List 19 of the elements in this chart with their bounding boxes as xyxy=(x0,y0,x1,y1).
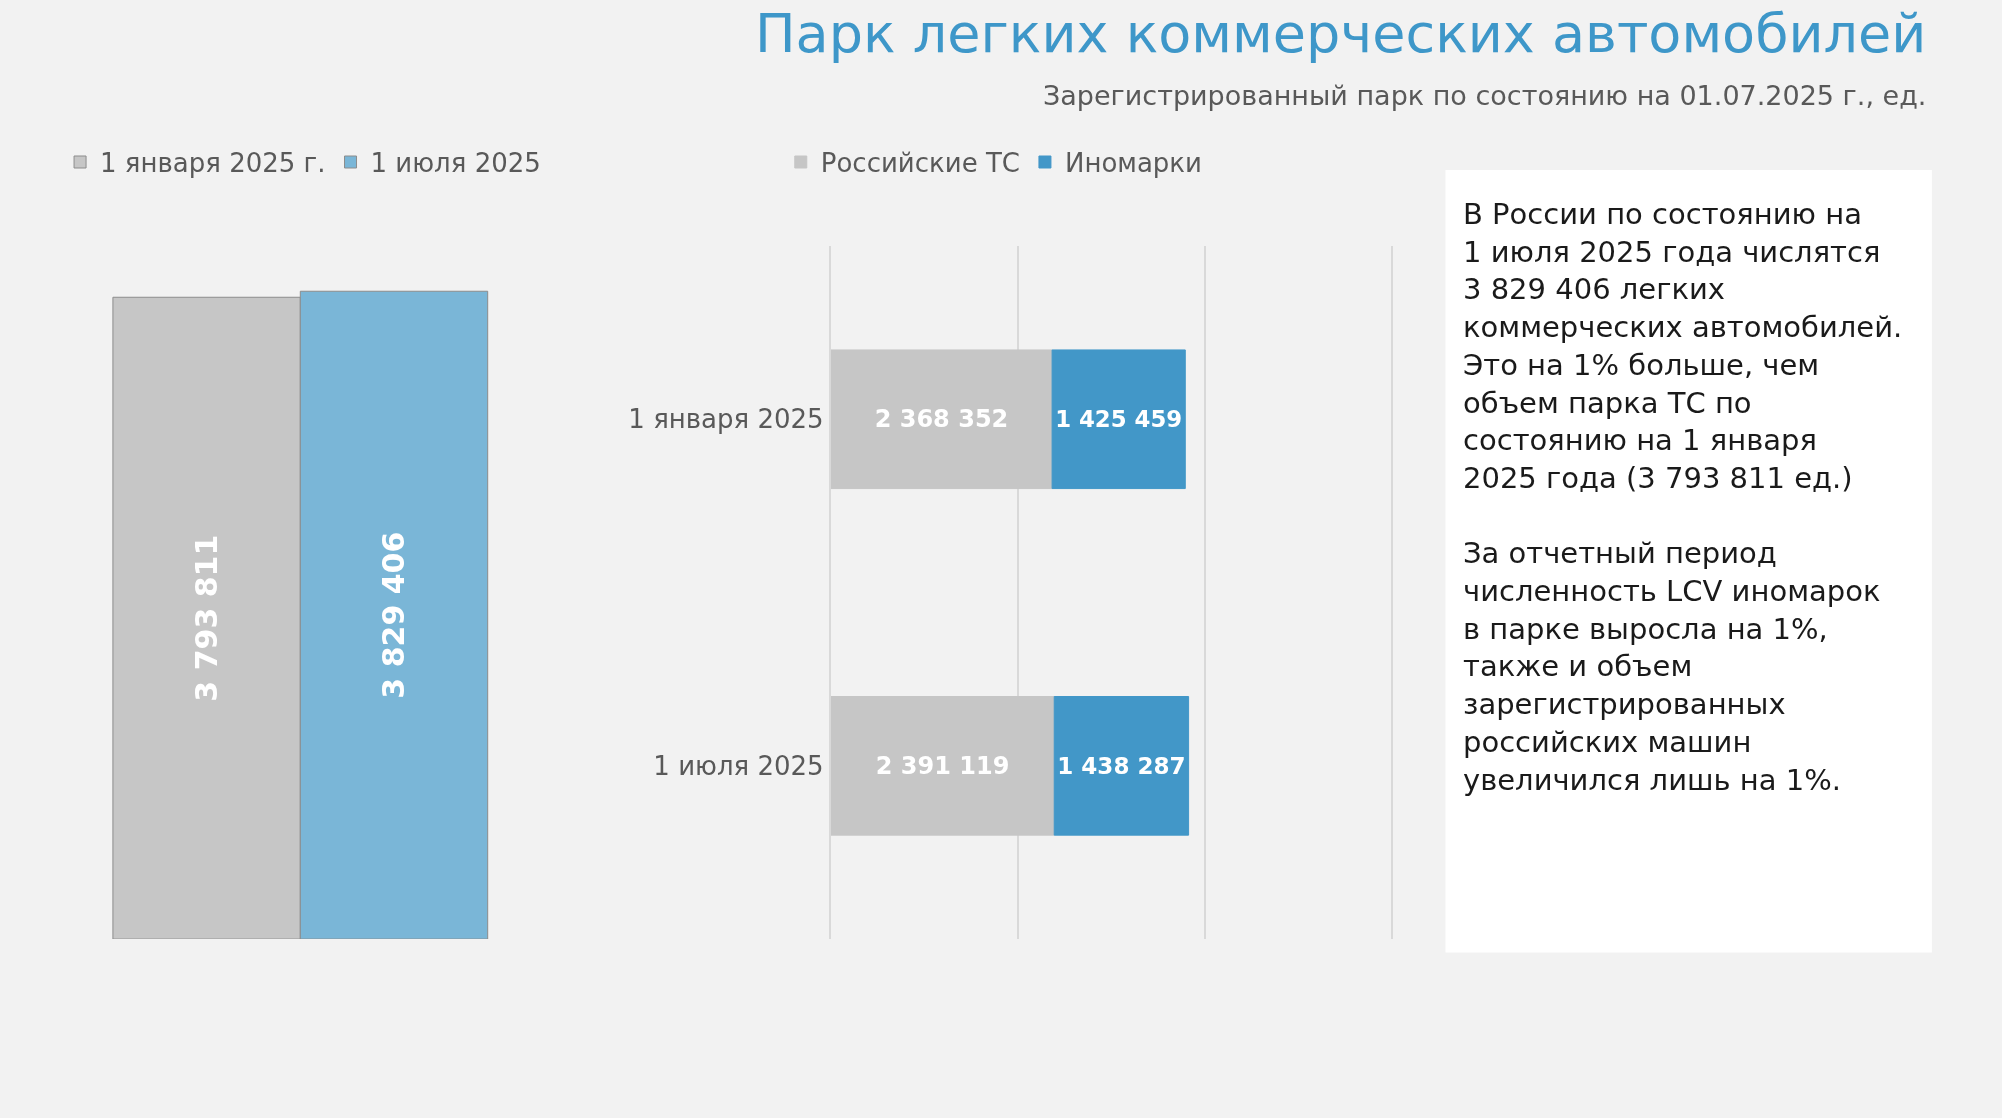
bar xyxy=(830,696,1055,836)
text: За отчетный период численность LCV иномарок в парке выросла на 1%, также и объем зарегистрированных российских машин увеличился лишь на 1%. xyxy=(1463,536,1881,797)
legend-label: Российские ТС xyxy=(820,148,1020,179)
text: Парк легких коммерческих автомобилей xyxy=(755,2,1927,65)
y-tick-label: 1 января 2025 xyxy=(628,404,824,435)
bar xyxy=(1053,696,1190,836)
bar xyxy=(1051,349,1186,490)
bar xyxy=(830,349,1053,490)
text: Зарегистрированный парк по состоянию на 01.07.2025 г., ед. xyxy=(1043,80,1927,111)
data-label: 1 438 287 xyxy=(1057,752,1186,779)
data-label: 1 425 459 xyxy=(1055,405,1183,432)
data-label: 3 829 406 xyxy=(376,531,412,699)
legend-label: Иномарки xyxy=(1064,148,1202,179)
data-label: 3 793 811 xyxy=(189,534,225,702)
legend-label: 1 июля 2025 xyxy=(370,148,541,179)
data-label: 2 368 352 xyxy=(874,405,1009,434)
text: В России по состоянию на 1 июля 2025 года числятся 3 829 406 легких коммерческих автомобилей. Это на 1% больше, чем объем парка ТС по состоянию на 1 января 2025 года (3 793 811 ед.) xyxy=(1463,197,1903,495)
legend-label: 1 января 2025 г. xyxy=(100,148,326,179)
data-label: 2 391 119 xyxy=(875,751,1010,780)
